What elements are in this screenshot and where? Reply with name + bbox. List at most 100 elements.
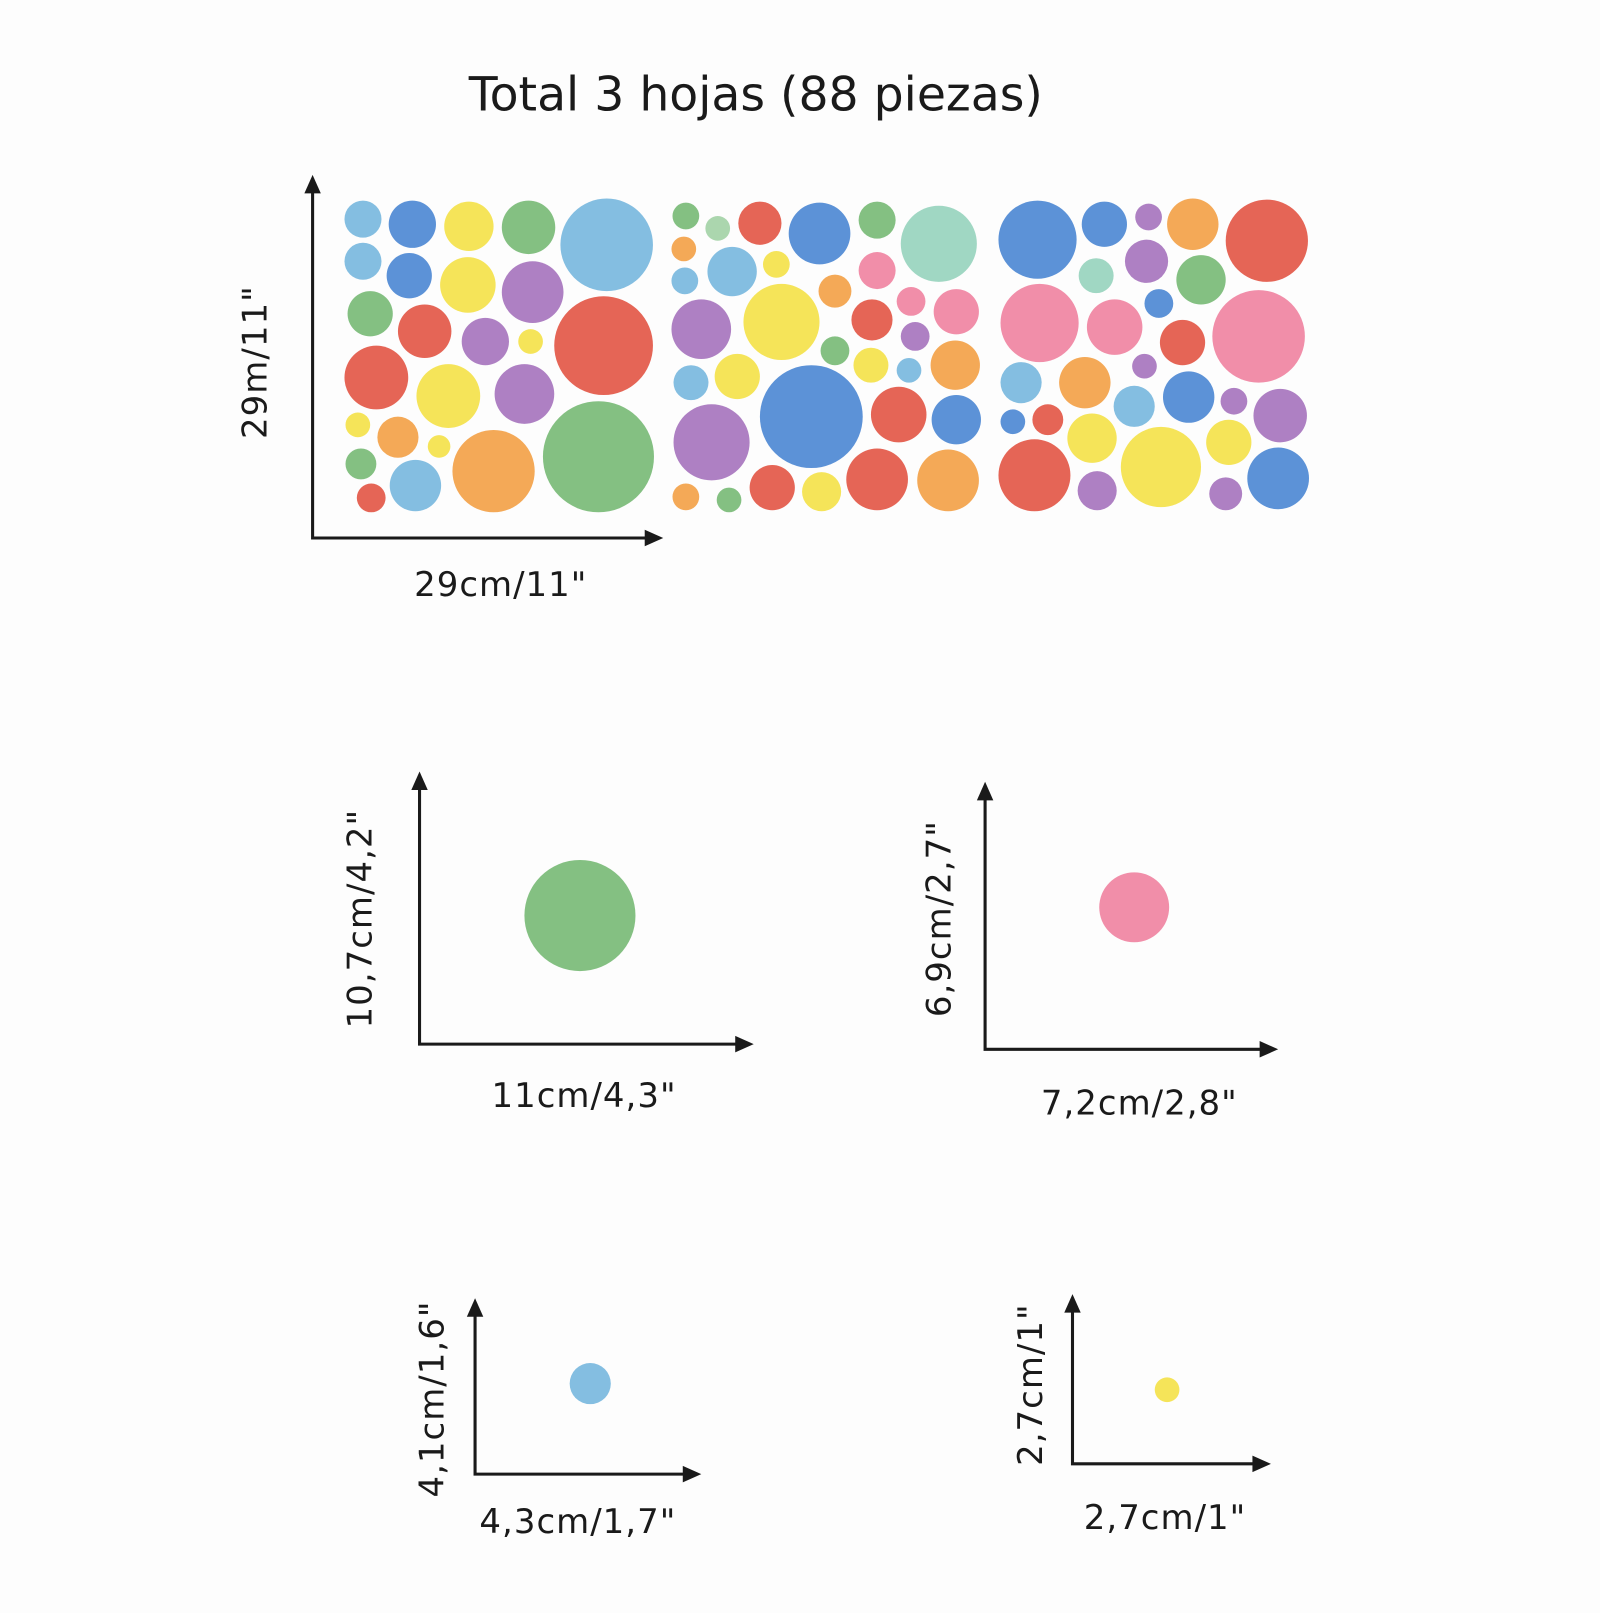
sticker-dot	[672, 202, 700, 230]
sticker-dot	[870, 386, 927, 443]
sticker-dot	[1144, 289, 1174, 318]
axis-line	[311, 187, 651, 540]
sticker-dot	[672, 483, 700, 511]
sticker-dot	[671, 299, 732, 360]
sticker-dot	[501, 200, 556, 255]
sticker-dot	[344, 345, 409, 410]
arrow-head	[304, 174, 321, 194]
sticker-dot	[345, 412, 371, 438]
piece-width-label: 7,2cm/2,8"	[1041, 1083, 1238, 1123]
piece-width-label: 11cm/4,3"	[491, 1076, 676, 1116]
arrow-head	[1259, 1041, 1279, 1058]
sticker-dot	[900, 321, 930, 351]
arrow-head	[1252, 1455, 1271, 1473]
sticker-dot	[1086, 299, 1143, 355]
sticker-dot	[1059, 356, 1111, 409]
sticker-dot	[347, 291, 393, 337]
arrow-head	[1064, 1294, 1081, 1313]
sticker-dot	[788, 202, 851, 265]
sticker-dot	[377, 416, 419, 458]
sticker-dot	[762, 251, 790, 278]
arrow-head	[735, 1035, 754, 1053]
sticker-dot	[1167, 198, 1219, 250]
sticker-dot	[386, 253, 432, 299]
sticker-dot	[397, 304, 452, 358]
sticker-dot	[673, 404, 750, 481]
arrow-head	[976, 781, 994, 801]
sticker-dot	[707, 246, 757, 297]
sticker-dot	[858, 252, 896, 290]
sticker-dot	[1225, 199, 1308, 282]
sticker-dot	[461, 317, 509, 366]
sticker-dot	[560, 198, 653, 292]
sticker-dot	[416, 364, 481, 428]
sticker-dot	[1176, 255, 1226, 305]
sticker-dot	[389, 459, 442, 512]
sticker-dot	[673, 365, 709, 401]
sticker-dot	[1124, 239, 1169, 283]
sticker-dot	[345, 448, 377, 480]
sticker-dot	[388, 200, 436, 248]
sticker-dot	[846, 448, 908, 511]
sticker-dot	[542, 401, 654, 513]
piece-width-label: 2,7cm/1"	[1084, 1498, 1247, 1538]
sticker-dot	[917, 449, 979, 512]
sticker-dot	[1162, 371, 1215, 423]
sticker-dot	[1209, 477, 1243, 511]
sticker-dot	[1159, 319, 1206, 366]
sticker-dot	[444, 201, 494, 252]
sticker-dot	[671, 236, 697, 262]
piece-width-label: 4,3cm/1,7"	[479, 1502, 676, 1542]
sticker-dot	[759, 365, 863, 469]
sticker-dot	[998, 439, 1071, 512]
sheet-height-label: 29m/11"	[236, 285, 276, 439]
sticker-dot	[1206, 419, 1252, 465]
axis-line	[417, 783, 742, 1046]
sticker-dot	[427, 435, 451, 458]
sticker-dot	[1081, 201, 1127, 247]
sticker-dot	[738, 201, 782, 245]
sticker-sheets	[344, 198, 1309, 1405]
sticker-dot	[749, 464, 795, 511]
sticker-dot	[1212, 290, 1305, 383]
sticker-dot	[1113, 385, 1155, 427]
sticker-dot	[931, 395, 981, 445]
sticker-dot	[714, 353, 760, 400]
sticker-dot	[1154, 1377, 1180, 1403]
sticker-dot	[671, 267, 699, 295]
sticker-dot	[998, 200, 1077, 279]
title: Total 3 hojas (88 piezas)	[468, 68, 1043, 123]
sticker-dot	[1253, 388, 1307, 443]
dimension-arrows	[304, 174, 1279, 1483]
sticker-dot	[494, 364, 555, 424]
arrow-head	[411, 771, 428, 791]
arrow-head	[644, 529, 664, 547]
sticker-dot	[896, 357, 922, 383]
arrow-head	[466, 1298, 484, 1317]
sticker-dot	[524, 859, 636, 972]
sticker-dot	[344, 200, 382, 238]
sticker-dot	[1078, 258, 1114, 294]
sticker-dot	[716, 487, 742, 513]
sticker-dot	[896, 287, 926, 316]
piece-height-label: 4,1cm/1,6"	[412, 1301, 452, 1498]
sticker-dot	[743, 283, 820, 361]
sheet-width-label: 29cm/11"	[414, 565, 587, 605]
sticker-dot	[1220, 387, 1248, 415]
sticker-dot	[1120, 426, 1202, 508]
sticker-dot	[858, 201, 896, 239]
sticker-dot	[1000, 283, 1079, 363]
sticker-dot	[554, 296, 653, 396]
sticker-dot	[1000, 409, 1026, 435]
sticker-dot	[820, 336, 850, 366]
sticker-dot	[802, 472, 842, 512]
axis-line	[473, 1310, 689, 1476]
piece-height-label: 2,7cm/1"	[1011, 1303, 1051, 1466]
sticker-dot	[853, 347, 889, 383]
sticker-dot	[818, 274, 852, 308]
piece-height-label: 6,9cm/2,7"	[919, 820, 959, 1017]
sticker-dot	[344, 242, 382, 280]
